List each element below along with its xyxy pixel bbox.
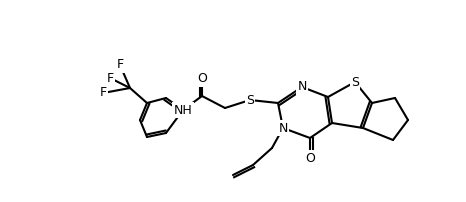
Text: O: O [305, 152, 315, 164]
Text: F: F [116, 59, 123, 72]
Text: S: S [246, 94, 254, 106]
Text: S: S [351, 76, 359, 88]
Text: N: N [278, 121, 288, 135]
Text: F: F [99, 86, 107, 100]
Text: N: N [297, 81, 307, 94]
Text: NH: NH [174, 103, 192, 117]
Text: O: O [197, 73, 207, 85]
Text: F: F [106, 72, 114, 84]
